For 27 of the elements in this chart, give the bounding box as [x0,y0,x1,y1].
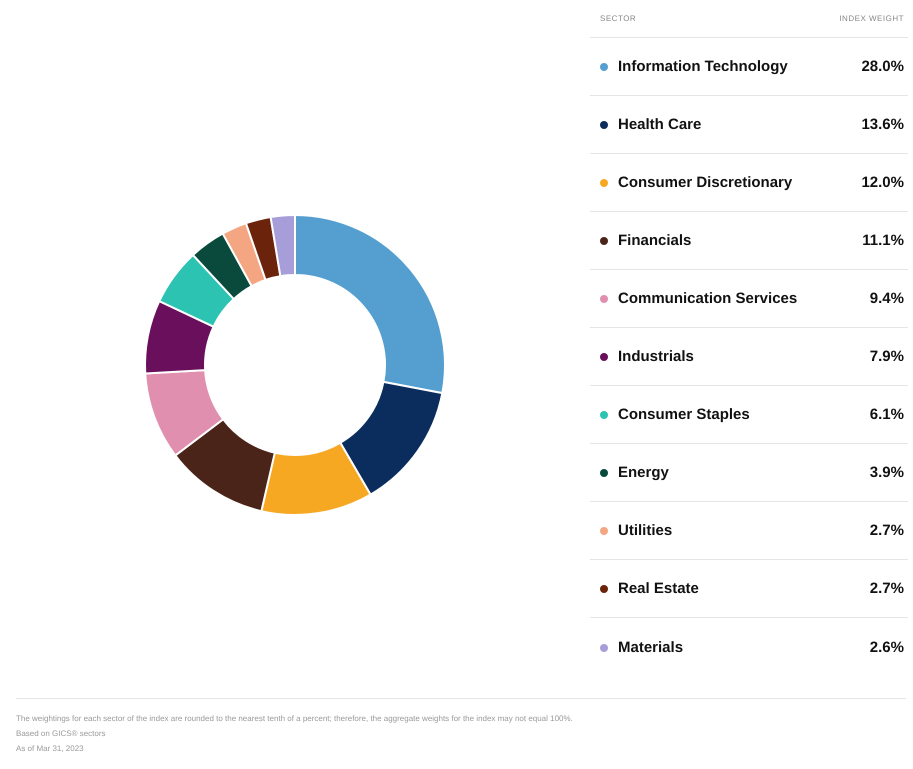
legend-label: Consumer Discretionary [618,174,792,191]
data-label: 7.9% [870,348,904,365]
legend-label: Communication Services [618,290,798,307]
text: As of Mar 31, 2023 [16,743,85,755]
legend-label: Consumer Staples [618,406,750,423]
legend-label: Financials [618,232,692,249]
legend-label: Energy [618,464,669,481]
legend-label: Industrials [618,348,694,365]
data-label: 2.6% [870,638,904,656]
data-label: 6.1% [870,406,904,423]
data-label: 11.1% [862,232,904,249]
legend-label: Health Care [618,116,702,133]
legend-label: Materials [618,638,684,656]
data-label: 3.9% [870,464,904,481]
text: Based on GICS® sectors [16,728,106,740]
data-label: 2.7% [870,522,904,539]
text: INDEX WEIGHT [839,14,904,23]
text: The weightings for each sector of the index are rounded to the nearest tenth of a percent; therefore, the aggregate weights for the index may not equal 100%. [16,713,574,725]
legend-title: SECTOR [600,14,636,23]
data-label: 2.7% [870,580,904,597]
legend-label: Utilities [618,522,672,539]
data-label: 12.0% [861,174,904,191]
legend-label: Real Estate [618,580,699,597]
data-label: 9.4% [870,290,904,307]
data-label: 28.0% [861,58,904,75]
data-label: 13.6% [861,116,904,133]
legend-label: Information Technology [618,58,788,75]
